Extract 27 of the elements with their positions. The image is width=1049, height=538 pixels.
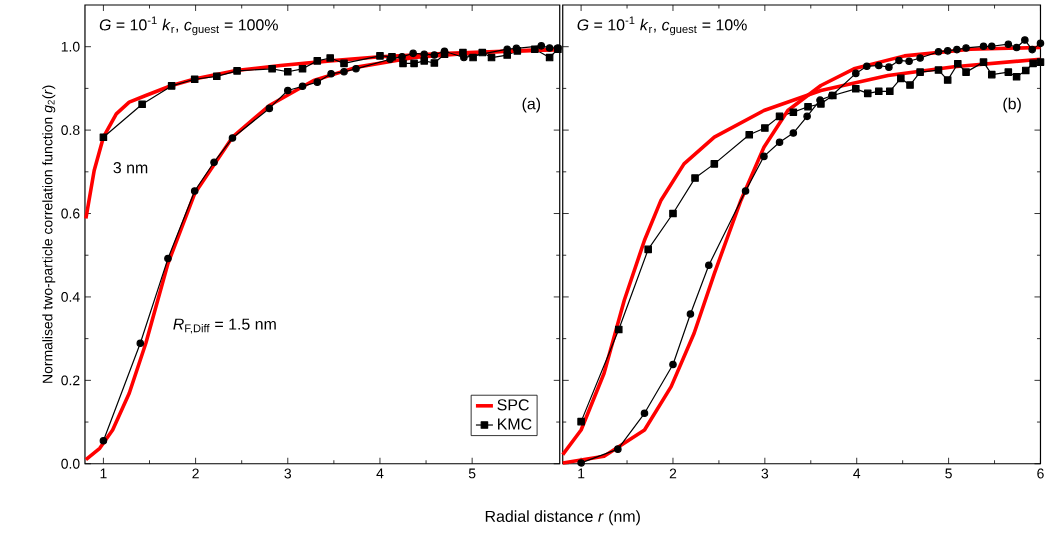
y-axis-title: Normalised two-particle correlation function g$_{2}$(r) xyxy=(42,85,56,383)
y-tick-label: 0.4 xyxy=(61,292,80,303)
x-tick-label: 1 xyxy=(100,468,107,479)
text: G = 10$^{-1}$ k$_{r}$, c$_{guest}$ = 100% xyxy=(99,16,278,36)
x-tick-label: 3 xyxy=(761,468,769,479)
x-axis-title: Radial distance r (nm) xyxy=(485,510,640,526)
annotation: (a) xyxy=(522,97,541,113)
y-tick-label: 1.0 xyxy=(61,41,80,52)
legend-label: SPC xyxy=(497,399,529,411)
x-tick-label: 4 xyxy=(853,468,861,479)
x-tick-label: 6 xyxy=(1037,468,1044,479)
x-tick-label: 1 xyxy=(578,468,585,479)
x-tick-label: 5 xyxy=(468,468,476,479)
y-tick-label: 0.0 xyxy=(61,458,80,469)
y-tick-label: 0.8 xyxy=(61,125,80,136)
x-tick-label: 5 xyxy=(945,468,952,479)
x-tick-label: 2 xyxy=(669,468,677,479)
y-tick-label: 0.6 xyxy=(61,208,80,219)
annotation: R$_{F,Diff}$ = 1.5 nm xyxy=(173,318,276,334)
text: G = 10$^{-1}$ k$_{r}$, c$_{guest}$ = 10% xyxy=(577,16,747,36)
x-tick-label: 3 xyxy=(284,468,292,479)
x-tick-label: 4 xyxy=(376,468,384,479)
x-tick-label: 2 xyxy=(192,468,199,479)
legend-label: KMC xyxy=(498,418,532,430)
annotation: (b) xyxy=(1003,97,1021,113)
annotation: 3 nm xyxy=(113,162,148,174)
y-tick-label: 0.2 xyxy=(61,375,80,386)
